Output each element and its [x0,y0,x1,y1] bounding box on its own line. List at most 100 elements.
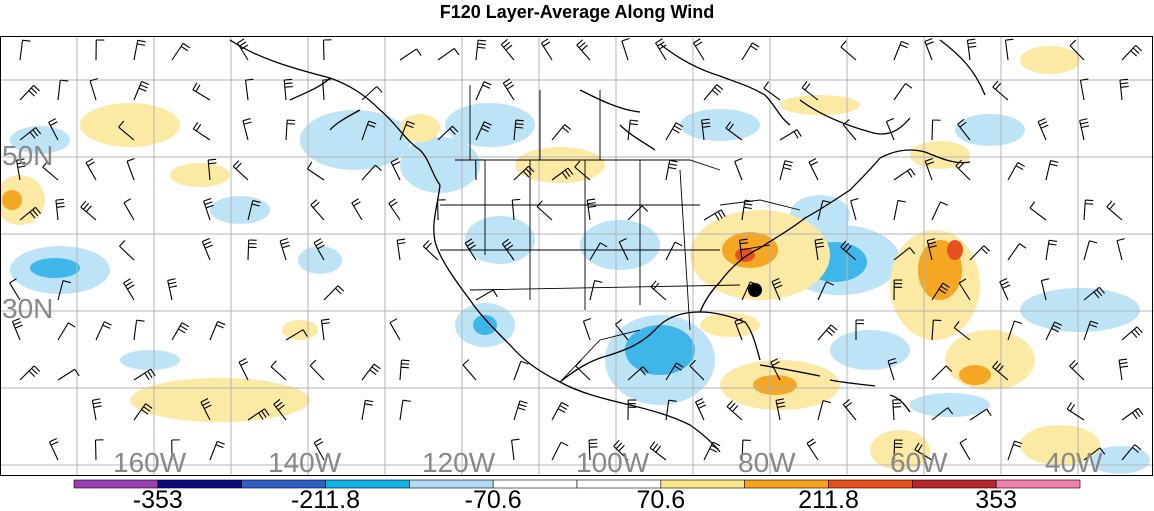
negative-shade [120,350,180,370]
wind-barb [437,199,446,221]
wind-barb [361,399,374,421]
wind-barb [689,359,705,381]
wind-barb [19,127,42,141]
wind-barb [893,83,913,101]
wind-barb [123,198,135,221]
wind-barb [232,160,249,181]
wind-barb [1004,38,1014,61]
wind-barb [475,289,498,301]
wind-barb [588,439,598,461]
wind-barb [1045,239,1058,261]
negative-shade [1090,446,1150,474]
negative-shade [1020,288,1140,332]
wind-barb [665,362,684,381]
wind-barb [893,247,916,261]
wind-barb [931,319,942,341]
negative-shade [625,325,695,375]
wind-barb [247,239,257,261]
wind-barb [887,358,897,381]
wind-barb [649,441,667,461]
wind-barb [893,439,903,461]
wind-barb [924,37,934,61]
wind-barb [1069,39,1085,61]
wind-barb [1083,286,1105,301]
wind-barb [279,238,291,261]
wind-barb [893,168,916,181]
wind-barb [309,359,325,381]
wind-barb [540,38,553,61]
wind-barb [992,80,1009,101]
wind-barb [775,398,786,421]
positive-shade [753,375,797,395]
negative-shade [465,216,535,264]
wind-barb [1106,200,1123,221]
wind-barb [893,40,910,61]
wind-barb [389,318,401,341]
wind-barb [1121,44,1142,61]
wind-barb [575,359,591,381]
wind-barb [801,81,819,101]
wind-barb [931,282,950,301]
wind-barb [627,399,637,421]
wind-barb [953,321,971,341]
lat-label-50n: 50N [2,140,53,171]
wind-barb [1121,326,1143,341]
wind-barb [513,400,528,421]
positive-shade [959,365,991,385]
wind-barb [1045,159,1059,181]
wind-barb [589,242,608,261]
wind-barb [320,318,330,341]
wind-barb [655,38,667,61]
lon-label-160w: 160W [113,447,187,478]
wind-barb [726,400,743,421]
wind-barb [703,84,724,101]
wind-barb [209,440,225,461]
wind-barb [201,237,213,261]
negative-shade [210,196,270,224]
wind-barb [931,365,953,381]
wind-barb [91,398,102,421]
wind-barb [313,238,325,261]
positive-shade [0,175,45,225]
wind-barb [842,399,857,421]
wind-barb [388,198,401,221]
positive-shade [400,114,440,142]
coastlines [229,39,986,453]
wind-barb [618,238,629,261]
wind-barb [119,240,135,261]
lon-label-40w: 40W [1045,447,1103,478]
wind-barb [779,160,793,181]
wind-barb [763,81,781,101]
negative-shade [680,109,760,141]
wind-barb [19,85,40,101]
wind-barb [475,81,492,101]
wind-barb [361,86,383,101]
wind-barb [323,285,345,301]
wind-barb [627,366,649,381]
wind-barb [741,199,753,221]
positive-shade [700,313,760,337]
wind-barb [817,400,831,421]
wind-barb [914,442,933,461]
wind-barb [126,157,135,181]
wind-barb [513,165,535,181]
wind-barb [1037,117,1049,141]
wind-barb [95,321,112,341]
wind-barb [1007,440,1023,461]
wind-barb [665,399,677,421]
wind-barb [931,407,954,421]
wind-barb [1083,240,1098,261]
wind-barb [16,158,26,181]
wind-barb [361,120,377,141]
wind-barb [1083,320,1099,341]
wind-barb [133,368,156,381]
wind-barb [236,38,249,61]
positive-shade [130,378,310,422]
wind-barb [1083,199,1094,221]
wind-barb [306,161,325,181]
positive-shade [282,320,318,340]
wind-barb [701,118,711,141]
wind-barb [814,238,825,261]
lon-label-100w: 100W [576,447,650,478]
